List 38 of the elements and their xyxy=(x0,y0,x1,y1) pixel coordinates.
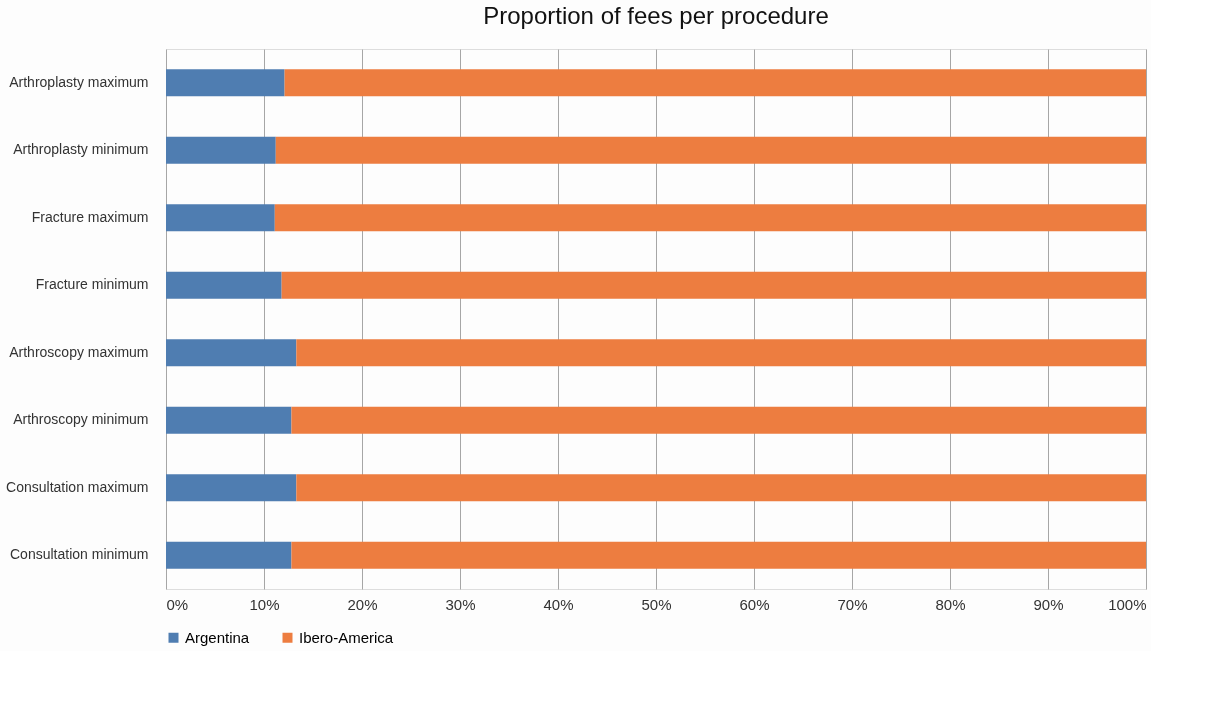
bar xyxy=(166,136,276,164)
x-tick-label: 60% xyxy=(739,595,770,613)
bar xyxy=(296,339,1146,367)
x-tick-label: 50% xyxy=(641,595,672,613)
x-tick-label: 30% xyxy=(445,595,476,613)
x-tick-label: 0% xyxy=(166,595,189,613)
bar xyxy=(166,69,285,97)
bar xyxy=(166,271,282,299)
x-tick-label: 70% xyxy=(837,595,868,613)
x-tick-label: 20% xyxy=(347,595,378,613)
x-tick-label: 40% xyxy=(543,595,574,613)
y-tick-label: Arthroscopy minimum xyxy=(13,411,149,428)
bar xyxy=(284,69,1146,97)
bar xyxy=(166,406,292,434)
x-tick-label: 80% xyxy=(935,595,966,613)
bar xyxy=(166,339,297,367)
y-tick-label: Arthroplasty minimum xyxy=(13,141,149,158)
bar xyxy=(291,406,1146,434)
bar xyxy=(281,271,1146,299)
y-tick-label: Consultation maximum xyxy=(6,478,149,495)
y-tick-label: Consultation minimum xyxy=(10,546,149,563)
bar xyxy=(166,541,292,569)
y-tick-label: Arthroscopy maximum xyxy=(9,343,149,360)
y-tick-label: Fracture maximum xyxy=(31,208,149,225)
x-tick-label: 90% xyxy=(1033,595,1064,613)
chart-title: Proportion of fees per procedure xyxy=(483,2,829,29)
y-tick-label: Arthroplasty maximum xyxy=(9,73,149,90)
bar xyxy=(274,204,1146,232)
bar xyxy=(166,474,297,502)
legend-label: Ibero-America xyxy=(299,628,394,646)
bar xyxy=(275,136,1146,164)
y-tick-label: Fracture minimum xyxy=(35,276,149,293)
x-tick-label: 10% xyxy=(249,595,280,613)
bar xyxy=(166,204,275,232)
legend-label: Argentina xyxy=(185,628,250,646)
bar xyxy=(296,474,1146,502)
x-tick-label: 100% xyxy=(1108,595,1147,613)
bar xyxy=(291,541,1146,569)
